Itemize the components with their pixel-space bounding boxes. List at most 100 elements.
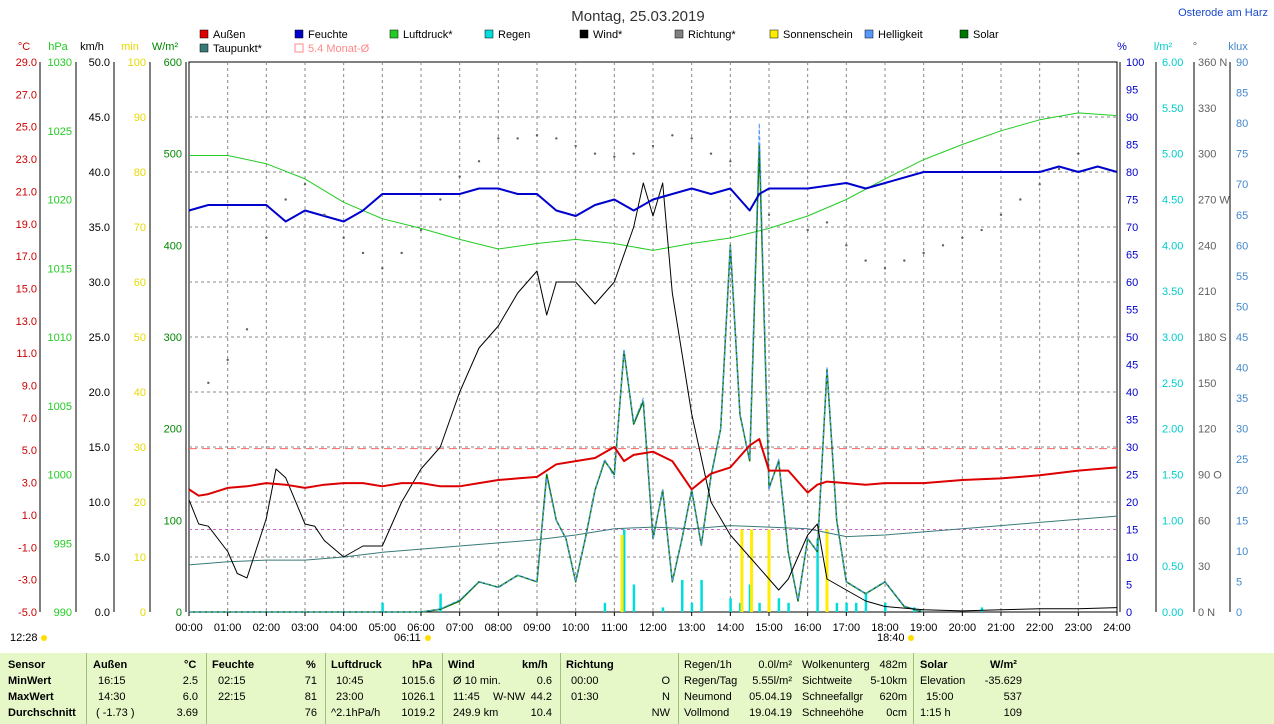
time-left-label: 12:28 bbox=[10, 632, 38, 644]
wolken-row-value: 0cm bbox=[886, 707, 907, 719]
left-axis-tick: 27.0 bbox=[16, 89, 37, 101]
left-axis-tick: 30 bbox=[134, 442, 146, 454]
left-axis-tick: 50.0 bbox=[89, 57, 110, 69]
left-axis-tick: 500 bbox=[164, 149, 182, 161]
right-axis-tick: 40 bbox=[1236, 363, 1248, 375]
wind-avg-label: 249.9 km bbox=[453, 707, 499, 719]
chart-title: Montag, 25.03.2019 bbox=[571, 8, 704, 25]
wind-max-direction: W-NW bbox=[493, 691, 526, 703]
wolken-row-value: 482m bbox=[879, 659, 907, 671]
right-axis-tick: 45 bbox=[1236, 332, 1248, 344]
wind-min-label: Ø 10 min. bbox=[453, 675, 501, 687]
right-axis-tick: 50 bbox=[1126, 332, 1138, 344]
regen-row-label: Regen/Tag bbox=[684, 675, 738, 687]
summary-separator bbox=[913, 653, 914, 724]
rain-bar bbox=[835, 602, 839, 612]
right-axis-tick: 0 bbox=[1236, 607, 1242, 619]
summary-separator bbox=[86, 653, 87, 724]
feuchte-max-value: 81 bbox=[304, 691, 317, 703]
right-axis-tick: 20 bbox=[1236, 485, 1248, 497]
x-axis-tick-label: 02:00 bbox=[253, 622, 281, 634]
left-axis-tick: 23.0 bbox=[16, 154, 37, 166]
left-axis-tick: 17.0 bbox=[16, 251, 37, 263]
richtung-min-value: O bbox=[661, 675, 670, 687]
wind-unit: km/h bbox=[522, 659, 548, 671]
left-axis-tick: 9.0 bbox=[22, 381, 37, 393]
luftdruck-min-time: 10:45 bbox=[336, 675, 364, 687]
right-axis-unit: l/m² bbox=[1154, 41, 1173, 53]
left-axis-tick: 1015 bbox=[48, 263, 72, 275]
rain-bar bbox=[439, 593, 442, 612]
sunrise-icon bbox=[425, 635, 431, 641]
summary-separator bbox=[678, 653, 679, 724]
right-axis-tick: 40 bbox=[1126, 387, 1138, 399]
right-axis-tick: 80 bbox=[1236, 118, 1248, 130]
x-axis-tick-label: 19:00 bbox=[910, 622, 938, 634]
direction-point bbox=[381, 267, 384, 270]
summary-table: Sensor MinWert MaxWert Durchschnitt Auße… bbox=[0, 653, 1274, 724]
right-axis-tick: 75 bbox=[1126, 195, 1138, 207]
direction-point bbox=[825, 221, 829, 224]
left-axis-tick: 15.0 bbox=[89, 442, 110, 454]
direction-point bbox=[980, 228, 983, 232]
right-axis-tick: 75 bbox=[1236, 149, 1248, 161]
right-axis-tick: 25 bbox=[1126, 470, 1138, 482]
right-axis-tick: 5 bbox=[1126, 580, 1132, 592]
sunset-icon bbox=[908, 635, 914, 641]
left-axis-tick: 1010 bbox=[48, 332, 72, 344]
wind-avg-value: 10.4 bbox=[530, 707, 552, 719]
x-axis-tick-label: 04:00 bbox=[330, 622, 358, 634]
legend-swatch bbox=[579, 29, 589, 39]
rain-bar bbox=[864, 593, 868, 612]
wind-title: Wind bbox=[448, 659, 475, 671]
weather-chart: Montag, 25.03.2019 Osterode am Harz Auße… bbox=[10, 7, 1268, 644]
left-axis-tick: 300 bbox=[164, 332, 182, 344]
right-axis-tick: 100 bbox=[1126, 57, 1144, 69]
right-axis-unit: % bbox=[1117, 41, 1127, 53]
rain-bar bbox=[623, 529, 626, 612]
luftdruck-max-value: 1026.1 bbox=[401, 691, 435, 703]
left-axis-tick: 3.0 bbox=[22, 478, 37, 490]
right-axis-tick: 90 O bbox=[1198, 470, 1222, 482]
solar-title: Solar bbox=[920, 659, 948, 671]
x-axis: 00:00 01:00 02:00 03:00 04:00 05:00 06:00 07:00… bbox=[175, 612, 1131, 634]
temperature-line bbox=[188, 438, 1118, 497]
rain-bar bbox=[681, 579, 684, 612]
right-axis-tick: 0.00 bbox=[1162, 607, 1183, 619]
legend-label: Feuchte bbox=[308, 29, 348, 41]
row-label-min: MinWert bbox=[8, 675, 52, 687]
direction-point bbox=[1019, 198, 1022, 201]
x-axis-tick-label: 00:00 bbox=[175, 622, 203, 634]
legend-swatch bbox=[674, 29, 684, 39]
rain-bar bbox=[632, 584, 636, 612]
aussen-max-time: 14:30 bbox=[98, 691, 126, 703]
left-axis-tick: 21.0 bbox=[16, 186, 37, 198]
left-axis-tick: 200 bbox=[164, 424, 182, 436]
rain-bar bbox=[980, 607, 984, 612]
left-axis-tick: -5.0 bbox=[18, 607, 37, 619]
station-name: Osterode am Harz bbox=[1178, 7, 1268, 19]
left-axis-tick: 50 bbox=[134, 332, 146, 344]
x-axis-tick-label: 09:00 bbox=[523, 622, 551, 634]
legend-swatch bbox=[389, 29, 399, 39]
summary-separator bbox=[325, 653, 326, 724]
direction-point bbox=[265, 236, 268, 239]
left-axis-tick: 990 bbox=[54, 607, 72, 619]
left-axis-tick: 40.0 bbox=[89, 167, 110, 179]
left-axis-tick: 0.0 bbox=[95, 607, 110, 619]
solar-row-value: -35.629 bbox=[984, 675, 1022, 687]
x-axis-tick-label: 22:00 bbox=[1026, 622, 1054, 634]
rain-bar bbox=[661, 607, 665, 612]
rain-bar bbox=[884, 602, 887, 612]
left-axis-unit: W/m² bbox=[152, 41, 179, 53]
right-axis-tick: 240 bbox=[1198, 240, 1216, 252]
left-axis-tick: 45.0 bbox=[89, 112, 110, 124]
pressure-line bbox=[189, 112, 1118, 251]
richtung-avg-value: NW bbox=[651, 707, 670, 719]
direction-point bbox=[922, 251, 925, 255]
direction-point bbox=[342, 236, 345, 239]
rain-bar bbox=[855, 602, 858, 612]
sunset-label: 18:40 bbox=[877, 632, 905, 644]
right-axis-tick: 30 bbox=[1198, 561, 1210, 573]
regen-row-value: 0.0l/m² bbox=[758, 659, 792, 671]
